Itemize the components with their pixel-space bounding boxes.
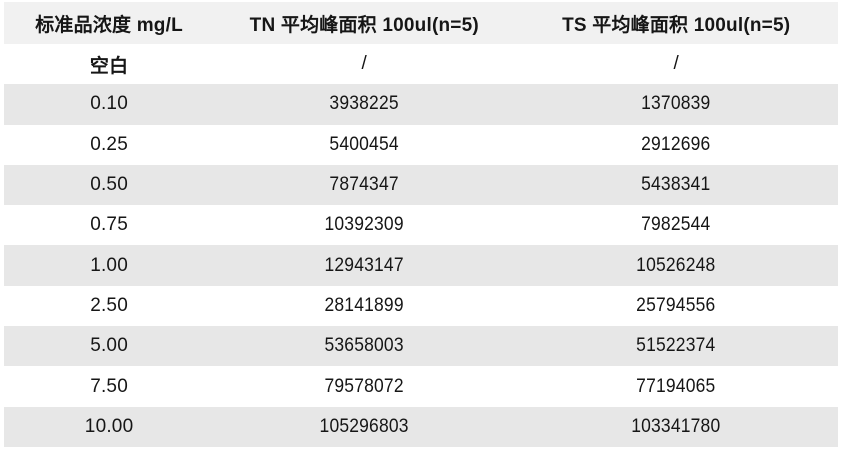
table-cell: 0.75: [90, 214, 128, 236]
table-cell: 12943147: [324, 254, 404, 276]
table-row: 0.10 3938225 1370839: [4, 84, 838, 125]
table-cell: 0.25: [90, 133, 128, 155]
table-cell: 7.50: [90, 375, 128, 397]
table-cell: 77194065: [636, 375, 716, 397]
table-row: 1.00 12943147 10526248: [4, 245, 838, 286]
table-cell: 51522374: [636, 335, 716, 357]
table-cell: 0.50: [90, 174, 128, 196]
table-cell: 3938225: [329, 93, 399, 115]
table-cell: 5.00: [90, 335, 128, 357]
table-cell: 25794556: [636, 294, 716, 316]
table-cell: 10526248: [636, 254, 716, 276]
table-row: 0.75 10392309 7982544: [4, 205, 838, 246]
header-col-tn-peak-area: TN 平均峰面积 100ul(n=5): [249, 14, 479, 36]
table-cell: 7874347: [329, 174, 399, 196]
standards-concentration-table: 标准品浓度 mg/L TN 平均峰面积 100ul(n=5) TS 平均峰面积 …: [4, 2, 838, 447]
table-cell: 7982544: [641, 214, 711, 236]
table-row: 0.25 5400454 2912696: [4, 124, 838, 165]
table-cell: 103341780: [631, 415, 721, 437]
table-row: 10.00 105296803 103341780: [4, 406, 838, 447]
table-cell: 79578072: [324, 375, 404, 397]
table-row: 5.00 53658003 51522374: [4, 326, 838, 367]
table-cell: 2912696: [641, 133, 711, 155]
table-cell: 28141899: [324, 294, 404, 316]
table-cell: 5438341: [641, 174, 711, 196]
table-row: 0.50 7874347 5438341: [4, 164, 838, 206]
table-cell: 0.10: [90, 93, 128, 115]
header-col-concentration: 标准品浓度 mg/L: [35, 14, 183, 36]
table-cell: 53658003: [324, 335, 404, 357]
table-row: 2.50 28141899 25794556: [4, 285, 838, 327]
table-cell: 105296803: [319, 415, 409, 437]
table-cell: 空白: [89, 55, 129, 77]
table-row: 7.50 79578072 77194065: [4, 366, 838, 407]
table-header-row: 标准品浓度 mg/L TN 平均峰面积 100ul(n=5) TS 平均峰面积 …: [4, 2, 838, 44]
table-cell: /: [673, 53, 679, 75]
table-cell: /: [361, 53, 368, 75]
table-cell: 10.00: [84, 415, 134, 437]
table-cell: 1.00: [90, 254, 128, 276]
table-cell: 1370839: [641, 93, 711, 115]
table-cell: 5400454: [329, 133, 399, 155]
header-col-ts-peak-area: TS 平均峰面积 100ul(n=5): [562, 14, 791, 36]
table-cell: 10392309: [324, 214, 404, 236]
table-body: 空白 / / 0.10 3938225 1370839 0.25 5400454 2912696…: [4, 44, 838, 447]
table-cell: 2.50: [90, 294, 128, 316]
table-row: 空白 / /: [4, 44, 838, 85]
